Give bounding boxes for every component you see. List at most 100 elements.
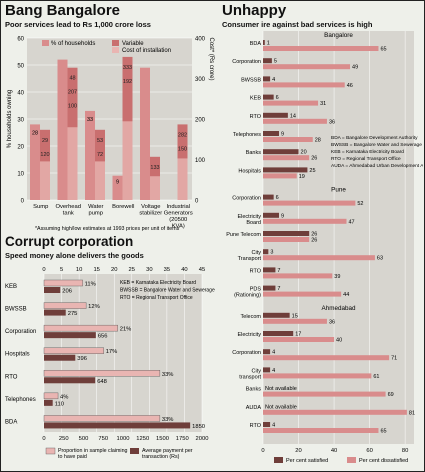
service-label: Board: [246, 220, 261, 226]
abbreviation-note: KEB = Karnataka Electricity Board: [120, 280, 196, 286]
payment-bar: [44, 287, 61, 293]
y-right-tick-label: 400: [195, 37, 206, 43]
dissatisfied-bar: [263, 155, 310, 161]
x-tick-label: 60: [366, 448, 372, 454]
dissatisfied-label: 36: [329, 119, 335, 125]
satisfied-label: 25: [309, 168, 315, 174]
service-label: KEB: [250, 96, 261, 102]
proportion-label: 33%: [162, 372, 174, 378]
city-heading: Bangalore: [324, 32, 353, 39]
y-left-tick-label: 0: [21, 199, 25, 205]
dissatisfied-label: 81: [409, 410, 415, 416]
chart-title: Bang Bangalore: [5, 2, 121, 19]
y-left-tick-label: 40: [17, 91, 24, 97]
bang-bangalore-chart: 0 10 20 30 40 50 60 0 100 200 300 400 % households o…: [7, 37, 214, 233]
satisfied-bar: [263, 331, 294, 336]
satisfied-label: 5: [274, 59, 277, 65]
bottom-tick-label: 1250: [136, 436, 149, 442]
service-label: Corporation: [232, 196, 261, 202]
dissatisfied-label: 39: [334, 274, 340, 280]
bottom-tick-label: 1000: [117, 436, 130, 442]
dissatisfied-label: 36: [329, 319, 335, 325]
service-label: Electricity: [237, 332, 261, 338]
bar-value-label: 150: [178, 146, 187, 152]
payment-label: 110: [55, 401, 64, 407]
dissatisfied-bar: [263, 118, 327, 124]
service-label: RTO: [250, 114, 262, 120]
payment-bar: [44, 399, 53, 406]
top-tick-label: 25: [129, 267, 135, 273]
chart-subtitle: Poor services lead to Rs 1,000 crore los…: [5, 20, 151, 29]
service-label: BDA: [250, 41, 262, 47]
y-left-axis-label: % households owning: [7, 90, 13, 148]
proportion-label: 33%: [162, 417, 174, 423]
dissatisfied-label: 31: [320, 101, 326, 107]
y-right-tick-label: 300: [195, 77, 206, 83]
proportion-bar: [43, 370, 161, 377]
households-bar: [112, 175, 123, 200]
dissatisfied-label: 71: [391, 356, 397, 362]
legend-label: Per cent satisfied: [286, 458, 328, 464]
legend-label: Variable: [122, 41, 144, 47]
satisfied-bar: [263, 58, 272, 64]
payment-label: 1850: [192, 424, 205, 430]
abbreviation-note: BDA = Bangalore Development Authority: [331, 135, 418, 141]
payment-bar: [44, 377, 96, 384]
satisfied-label: 26: [311, 232, 317, 238]
dissatisfied-bar: [263, 200, 356, 206]
dissatisfied-bar: [263, 337, 335, 342]
corrupt-corporation-panel: Corrupt corporation Speed money alone de…: [2, 234, 215, 470]
bottom-tick-label: 0: [42, 436, 45, 442]
y-right-tick-label: 200: [195, 118, 206, 124]
top-tick-label: 5: [60, 267, 63, 273]
category-label: Industrial: [166, 204, 190, 210]
satisfied-label: 4: [272, 368, 275, 374]
legend-swatch-payment: [130, 448, 139, 454]
proportion-bar: [43, 415, 161, 422]
payment-label: 656: [98, 334, 108, 340]
proportion-label: 12%: [88, 304, 100, 310]
bar-value-label: 192: [123, 79, 132, 85]
legend-swatch-households: [42, 40, 49, 46]
dissatisfied-label: 40: [336, 338, 342, 344]
payment-label: 275: [68, 311, 78, 317]
x-tick-label: 20: [295, 448, 301, 454]
dissatisfied-label: 26: [311, 156, 317, 162]
installation-cost-bar: [122, 121, 133, 200]
bar-value-label: 100: [68, 104, 77, 110]
service-label: Corporation: [232, 59, 261, 65]
category-label: Overhead: [56, 204, 81, 210]
service-label: (Rationing): [234, 293, 261, 299]
installation-cost-bar: [95, 161, 105, 200]
households-bar: [57, 59, 68, 200]
satisfied-bar: [263, 194, 274, 200]
legend-label: Average payment per: [142, 448, 193, 454]
bottom-tick-label: 750: [98, 436, 108, 442]
abbreviation-note: RTO = Regional Transport Office: [120, 295, 193, 301]
bar-value-label: 72: [97, 152, 103, 158]
satisfied-label: 9: [281, 213, 284, 219]
not-available-label: Not available: [265, 404, 297, 410]
dissatisfied-bar: [263, 100, 319, 106]
dissatisfied-bar: [263, 373, 372, 379]
dissatisfied-label: 44: [343, 292, 349, 298]
dissatisfied-label: 28: [315, 138, 321, 144]
x-tick-label: 40: [331, 448, 337, 454]
installation-cost-bar: [150, 176, 160, 200]
service-label: transport: [239, 374, 261, 380]
satisfied-bar: [263, 312, 290, 318]
category-label: Corporation: [5, 329, 36, 335]
satisfied-bar: [263, 167, 308, 173]
dissatisfied-bar: [263, 428, 379, 433]
satisfied-bar: [263, 94, 274, 100]
category-label: Voltage: [141, 204, 160, 210]
top-tick-label: 40: [181, 267, 187, 273]
service-label: Pune Telecom: [226, 232, 261, 238]
satisfied-bar: [263, 285, 276, 291]
payment-label: 648: [97, 379, 107, 385]
dissatisfied-bar: [263, 237, 310, 242]
legend-swatch-installation: [112, 47, 119, 53]
legend-swatch-variable: [112, 40, 119, 46]
satisfied-bar: [263, 367, 271, 373]
